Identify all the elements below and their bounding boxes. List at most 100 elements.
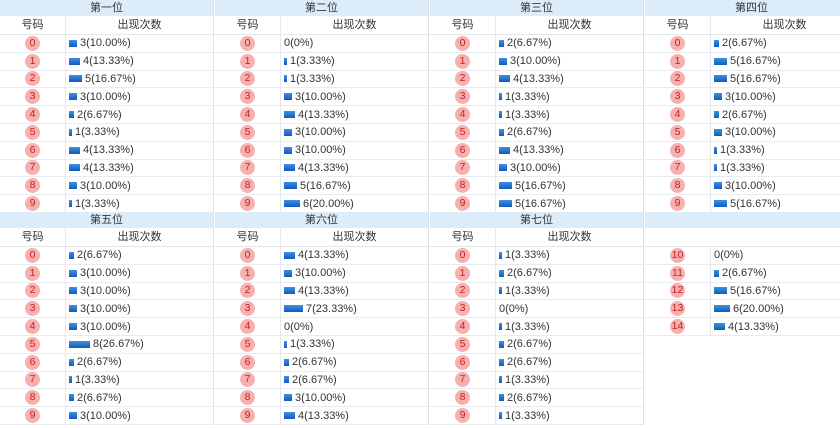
- number-cell: 14: [645, 318, 711, 335]
- frequency-bar: [69, 251, 74, 259]
- number-ball: 2: [25, 283, 40, 299]
- frequency-bar: [284, 269, 292, 277]
- count-label: 2(6.67%): [507, 267, 552, 280]
- count-label: 1(3.33%): [505, 108, 550, 121]
- count-label: 4(13.33%): [298, 161, 349, 174]
- number-cell: 5: [645, 123, 711, 141]
- count-label: 1(3.33%): [290, 338, 335, 351]
- position-block: 第二位 号码 出现次数 0 0(0%) 1 1(3.33%) 2 1(3.33%) 3 3(10.0…: [215, 0, 429, 213]
- table-row: 5 2(6.67%): [430, 123, 643, 142]
- count-cell: 3(10.00%): [496, 160, 643, 177]
- table-row: 9 5(16.67%): [430, 195, 643, 213]
- number-ball: 0: [670, 35, 685, 51]
- count-label: 5(16.67%): [730, 284, 781, 297]
- count-label: 1(3.33%): [290, 55, 335, 68]
- count-label: 4(13.33%): [298, 409, 349, 422]
- block-title: [645, 212, 840, 228]
- number-ball: 7: [240, 160, 255, 176]
- count-cell: 3(10.00%): [281, 88, 428, 105]
- table-row: 6 3(10.00%): [215, 141, 428, 160]
- number-cell: 4: [430, 318, 496, 335]
- count-cell: 1(3.33%): [496, 106, 643, 123]
- count-cell: 5(16.67%): [66, 71, 213, 88]
- count-column-header: 出现次数: [117, 231, 162, 243]
- count-cell: 3(10.00%): [66, 88, 213, 105]
- number-ball: 7: [455, 160, 470, 176]
- count-label: 4(13.33%): [728, 320, 779, 333]
- count-cell: 7(23.33%): [281, 300, 428, 317]
- number-ball: 4: [25, 319, 40, 335]
- number-ball: 1: [25, 53, 40, 69]
- count-cell: 2(6.67%): [66, 354, 213, 371]
- count-label: 5(16.67%): [515, 179, 566, 192]
- number-cell: 4: [430, 106, 496, 123]
- count-cell: 3(10.00%): [711, 177, 840, 194]
- count-cell: 3(10.00%): [281, 389, 428, 406]
- count-cell: 2(6.67%): [496, 265, 643, 282]
- table-row: 5 1(3.33%): [215, 335, 428, 354]
- count-label: 2(6.67%): [722, 37, 767, 50]
- count-cell: 2(6.67%): [496, 35, 643, 52]
- table-row: 12 5(16.67%): [645, 282, 840, 301]
- frequency-bar: [714, 323, 725, 331]
- number-ball: 1: [670, 53, 685, 69]
- number-ball: 0: [240, 35, 255, 51]
- table-row: 3 3(10.00%): [0, 300, 213, 319]
- count-label: 5(16.67%): [515, 197, 566, 210]
- count-cell: 4(13.33%): [281, 283, 428, 300]
- count-cell: 3(10.00%): [66, 177, 213, 194]
- count-cell: 1(3.33%): [66, 124, 213, 141]
- frequency-bar: [69, 394, 74, 402]
- table-row: 5 8(26.67%): [0, 335, 213, 354]
- count-cell: 3(10.00%): [66, 283, 213, 300]
- count-label: 0(0%): [499, 302, 529, 315]
- frequency-bar: [69, 305, 77, 313]
- number-ball: 2: [455, 71, 470, 87]
- number-ball: 1: [240, 265, 255, 281]
- table-row: 6 4(13.33%): [0, 141, 213, 160]
- table-row: 9 1(3.33%): [0, 195, 213, 213]
- number-cell: 8: [430, 389, 496, 407]
- table-row: 0 0(0%): [215, 35, 428, 53]
- table-row: 8 5(16.67%): [430, 177, 643, 196]
- number-ball: 9: [670, 196, 685, 212]
- table-row: 7 2(6.67%): [215, 371, 428, 390]
- number-cell: 9: [215, 195, 281, 212]
- frequency-bar: [499, 164, 507, 172]
- count-cell: 3(10.00%): [496, 53, 643, 70]
- frequency-bar: [69, 412, 77, 420]
- number-cell: 0: [430, 247, 496, 264]
- position-block: 第六位 号码 出现次数 0 4(13.33%) 1 3(10.00%) 2 4(13.33%) 3…: [215, 212, 429, 425]
- number-cell: 10: [645, 247, 711, 264]
- count-cell: 2(6.67%): [66, 247, 213, 264]
- table-row: 3 3(10.00%): [215, 88, 428, 107]
- count-label: 4(13.33%): [513, 72, 564, 85]
- table-row: 10 0(0%): [645, 247, 840, 265]
- table-row: 8 5(16.67%): [215, 177, 428, 196]
- number-ball: 8: [455, 178, 470, 194]
- table-row: 9 5(16.67%): [645, 195, 840, 213]
- block-title: 第三位: [430, 0, 643, 16]
- number-cell: 5: [430, 335, 496, 353]
- table-row: 8 3(10.00%): [215, 389, 428, 408]
- number-ball: 0: [25, 35, 40, 51]
- frequency-bar: [284, 182, 297, 190]
- table-row: 2 5(16.67%): [0, 70, 213, 89]
- count-label: 3(10.00%): [80, 302, 131, 315]
- table-row: 9 3(10.00%): [0, 407, 213, 425]
- table-row: 8 3(10.00%): [645, 177, 840, 196]
- frequency-bar: [714, 39, 719, 47]
- number-ball: 4: [670, 107, 685, 123]
- count-label: 1(3.33%): [505, 90, 550, 103]
- count-label: 3(10.00%): [80, 284, 131, 297]
- number-cell: 6: [215, 141, 281, 159]
- number-cell: 1: [215, 52, 281, 70]
- count-cell: 4(13.33%): [496, 71, 643, 88]
- number-column-header: 号码: [430, 16, 496, 34]
- number-cell: 0: [0, 247, 66, 264]
- count-cell: 5(16.67%): [496, 195, 643, 212]
- frequency-bar: [69, 39, 77, 47]
- table-row: 4 2(6.67%): [0, 106, 213, 124]
- count-cell: 2(6.67%): [711, 35, 840, 52]
- number-ball: 9: [25, 408, 40, 424]
